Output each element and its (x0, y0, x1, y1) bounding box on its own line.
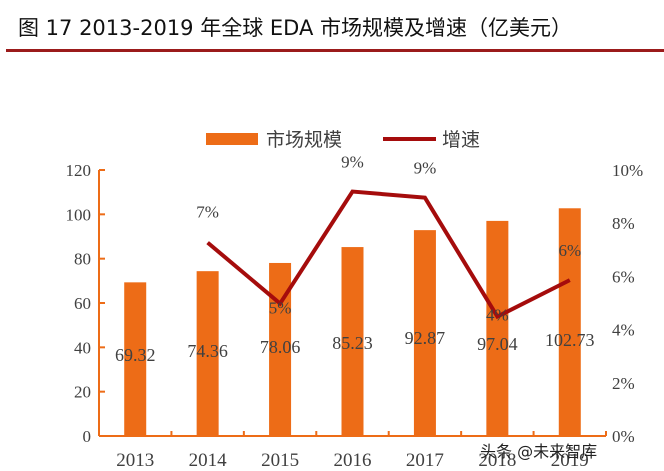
legend: 市场规模 增速 (206, 129, 480, 151)
growth-value-label: 5% (269, 299, 292, 318)
y2-tick-label: 2% (612, 374, 635, 393)
bar-value-label: 74.36 (187, 341, 228, 361)
y2-tick-label: 6% (612, 267, 635, 286)
bar-value-label: 92.87 (405, 328, 446, 348)
growth-value-label: 6% (558, 241, 581, 260)
bar-2018 (486, 220, 509, 436)
y2-tick-label: 8% (612, 214, 635, 233)
bar-2019 (558, 208, 581, 436)
y-tick-label: 20 (74, 383, 91, 402)
bar-2017 (413, 230, 436, 436)
y2-tick-label: 10% (612, 161, 643, 180)
x-tick-label: 2015 (261, 450, 299, 471)
growth-value-label: 9% (414, 159, 437, 178)
watermark: 头条 @未来智库 (480, 442, 598, 461)
y-tick-label: 80 (74, 250, 91, 269)
legend-swatch-bar (206, 133, 258, 145)
bar-value-label: 97.04 (477, 334, 518, 354)
x-tick-label: 2019 (551, 450, 589, 471)
y-tick-label: 40 (74, 338, 91, 357)
title-divider (6, 49, 664, 52)
y-tick-label: 120 (66, 161, 92, 180)
bar-2013 (124, 282, 147, 436)
bar-2014 (196, 271, 219, 436)
growth-line (206, 189, 571, 320)
x-tick-label: 2017 (406, 450, 444, 471)
x-tick-label: 2016 (334, 450, 372, 471)
x-tick-label: 2014 (189, 450, 228, 471)
legend-label-line: 增速 (442, 129, 480, 151)
legend-label-bar: 市场规模 (266, 129, 342, 151)
growth-value-label: 4% (486, 306, 509, 325)
growth-value-label: 9% (341, 153, 364, 172)
x-tick-label: 2018 (478, 450, 516, 471)
y2-tick-label: 0% (612, 427, 635, 446)
y-tick-label: 100 (66, 205, 92, 224)
y-tick-label: 60 (74, 294, 91, 313)
x-tick-label: 2013 (116, 450, 154, 471)
bar-value-label: 69.32 (115, 345, 156, 365)
bar-value-label: 85.23 (332, 333, 373, 353)
y-tick-label: 0 (83, 427, 92, 446)
bar-2015 (269, 262, 292, 436)
bar-2016 (341, 247, 364, 436)
figure-title: 图 17 2013-2019 年全球 EDA 市场规模及增速（亿美元） (18, 16, 572, 40)
bar-value-label: 102.73 (545, 330, 595, 350)
y2-tick-label: 4% (612, 321, 635, 340)
growth-value-label: 7% (196, 203, 219, 222)
bar-value-label: 78.06 (260, 337, 301, 357)
